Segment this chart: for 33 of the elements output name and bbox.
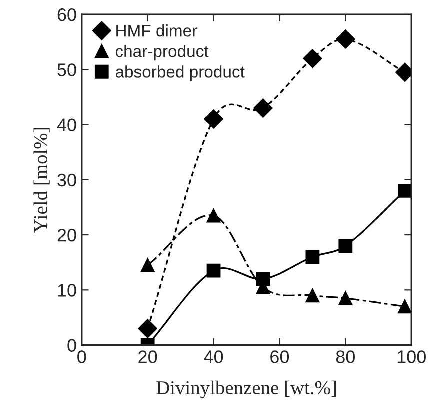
x-tick-label: 60 <box>270 350 290 364</box>
x-tick-label: 40 <box>204 350 224 364</box>
y-tick-label: 30 <box>58 174 76 187</box>
x-tick-label: 20 <box>138 350 158 364</box>
point <box>398 300 412 314</box>
point <box>138 319 158 338</box>
point <box>140 258 155 272</box>
legend-label: HMF dimer <box>116 24 198 37</box>
y-tick-label: 50 <box>58 64 76 76</box>
point <box>254 98 273 118</box>
point <box>306 250 320 264</box>
point <box>336 30 356 49</box>
point <box>303 49 322 68</box>
point <box>206 208 221 223</box>
y-tick-label: 20 <box>58 228 76 242</box>
point <box>398 184 412 198</box>
point <box>338 291 353 306</box>
point <box>256 272 270 286</box>
point <box>338 239 353 254</box>
point <box>204 110 224 129</box>
y-tick-label: 60 <box>58 8 76 22</box>
y-tick-label: 10 <box>58 284 76 297</box>
x-tick-label: 80 <box>336 350 355 364</box>
legend-label: absorbed product <box>116 66 245 82</box>
point <box>306 288 320 303</box>
x-axis-title: Divinylbenzene [wt.%] <box>156 380 336 399</box>
point <box>206 264 221 278</box>
x-tick-label: 0 <box>78 350 86 364</box>
y-tick-label: 40 <box>57 118 76 132</box>
x-tick-label: 100 <box>398 350 426 364</box>
y-tick-label: 0 <box>68 339 76 352</box>
legend-label: char-product <box>116 45 209 61</box>
y-axis-title: Yield [mol%] <box>34 128 50 233</box>
